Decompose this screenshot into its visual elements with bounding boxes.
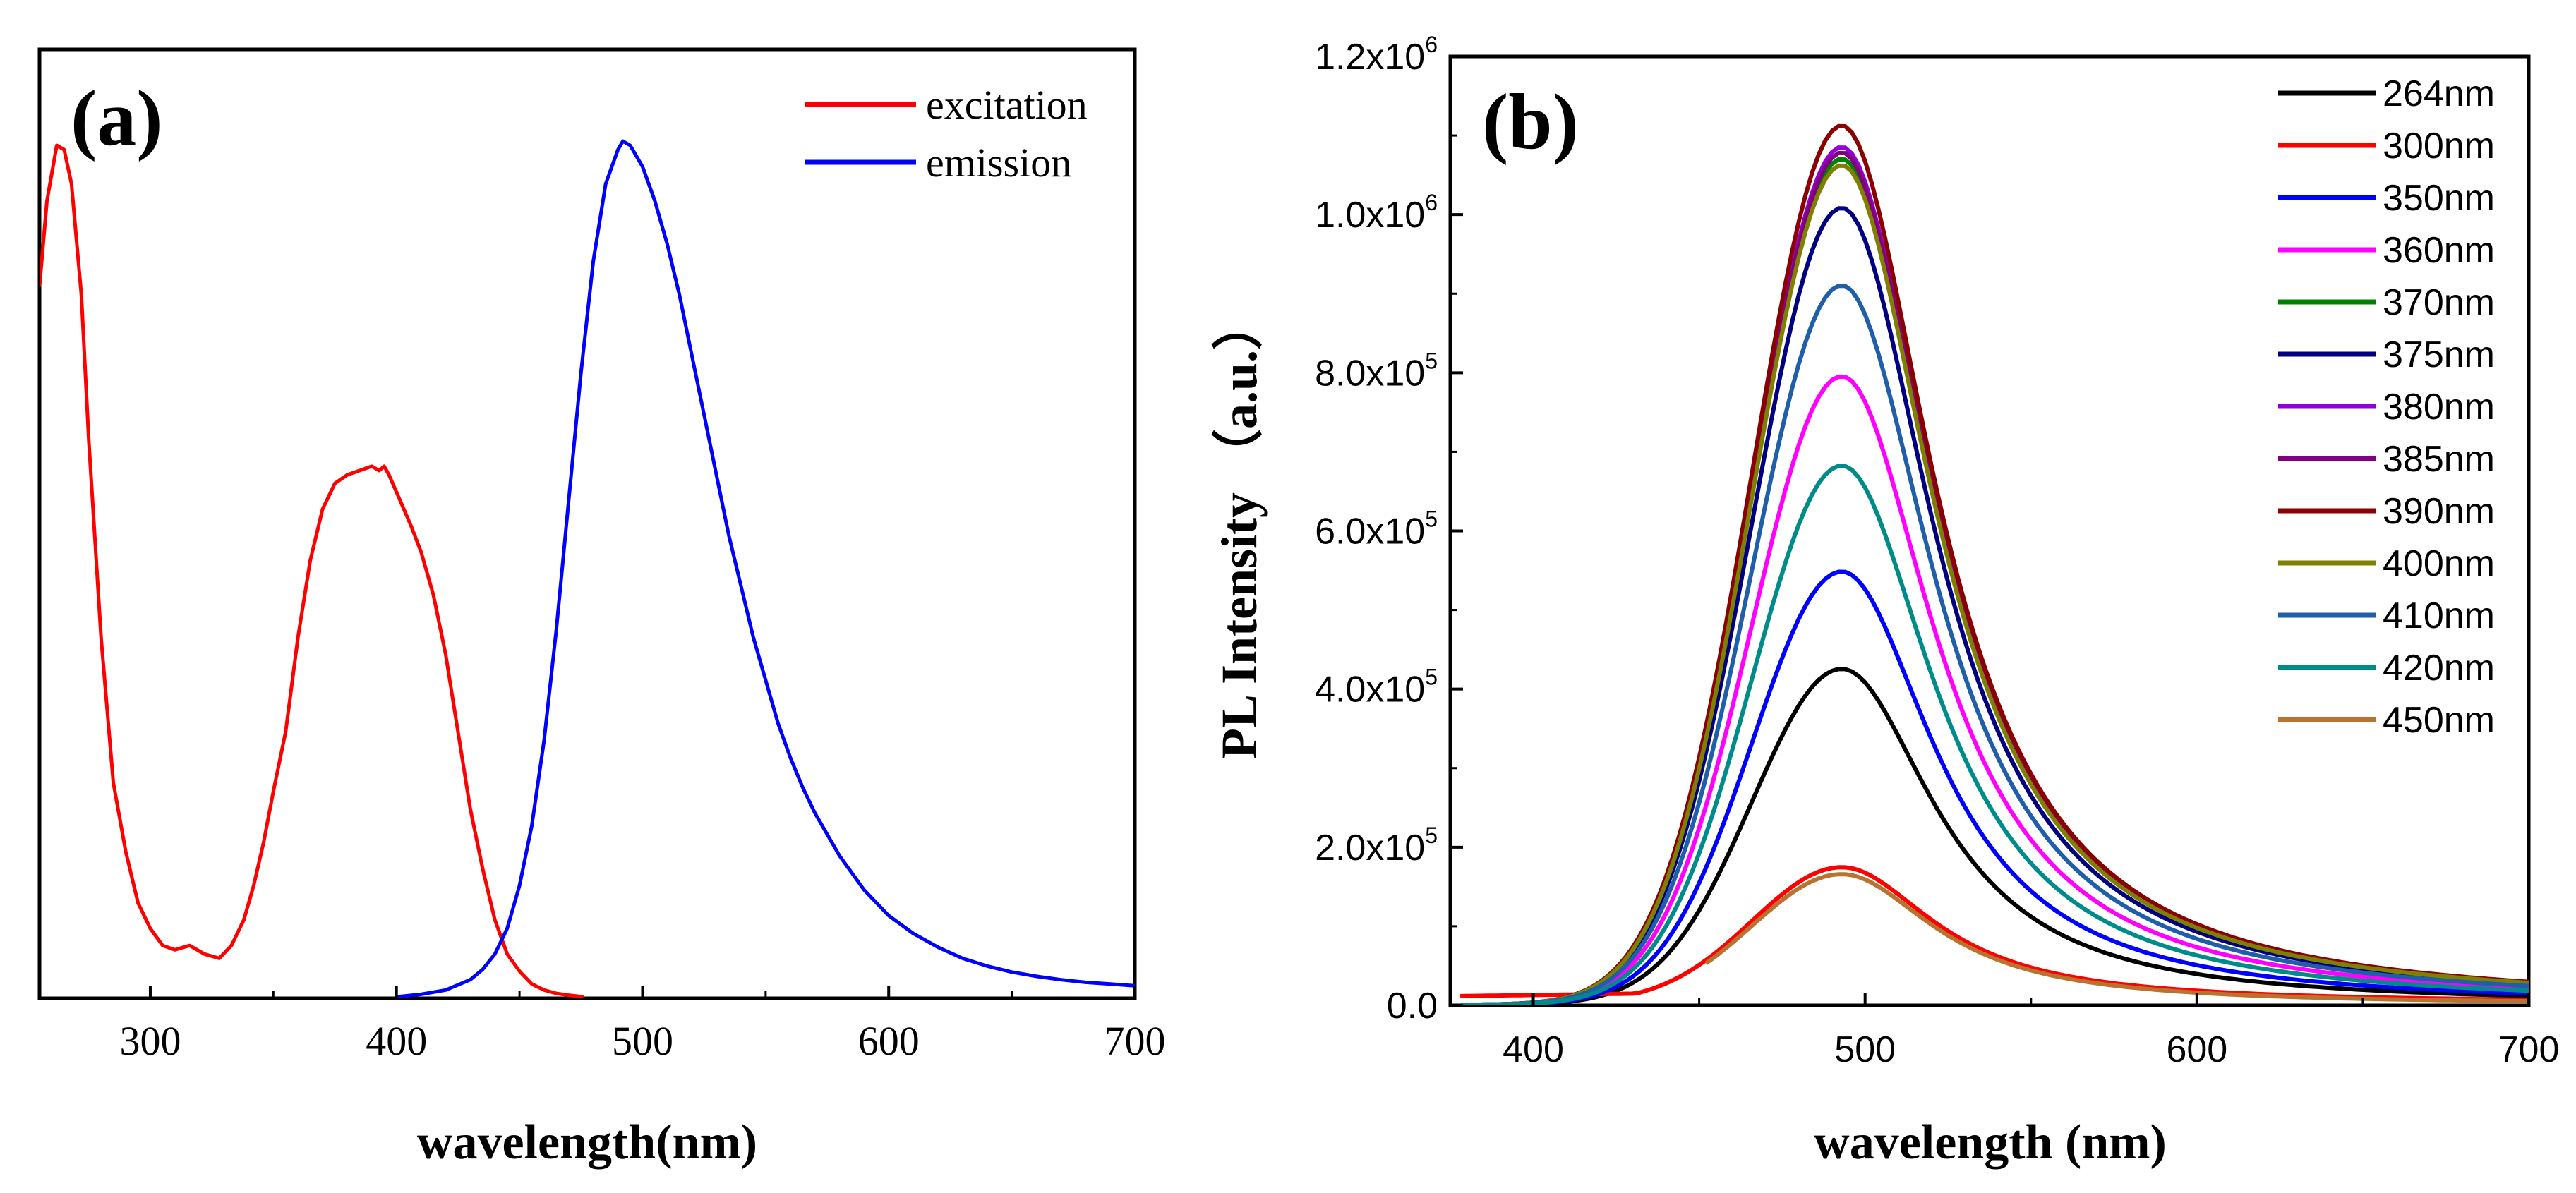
panel-b-legend-label-400nm: 400nm bbox=[2383, 543, 2495, 584]
panel-b-series-420nm bbox=[1460, 464, 2529, 1005]
panel-a-legend-label-emission: emission bbox=[926, 140, 1071, 186]
panel-b-x-axis: 400 500 600 700 bbox=[1503, 993, 2559, 1070]
panel-b-legend-label-390nm: 390nm bbox=[2383, 491, 2495, 532]
panel-a-legend: excitation emission bbox=[805, 82, 1088, 186]
panel-b-y-axis: 0.0 2.0x105 4.0x105 6.0x105 8.0x105 1.0x106 1.… bbox=[1315, 32, 1463, 1027]
panel-b-x-tick-label: 700 bbox=[2498, 1029, 2560, 1070]
panel-a-x-tick-label: 600 bbox=[858, 1018, 920, 1064]
panel-b-y-tick-label: 2.0x105 bbox=[1315, 823, 1438, 868]
panel-b-y-tick-label: 6.0x105 bbox=[1315, 507, 1438, 552]
panel-a-frame bbox=[37, 47, 1137, 1000]
panel-b-legend: 264nm 300nm 350nm 360nm 370nm 375nm 380nm 385nm… bbox=[2278, 73, 2495, 741]
panel-b-y-tick-label: 4.0x105 bbox=[1315, 665, 1438, 710]
panel-a-series-emission bbox=[396, 139, 1135, 998]
panel-b-y-tick-label: 1.0x106 bbox=[1315, 190, 1438, 236]
panel-b-y-axis-title: PL Intensity （a.u.） bbox=[1211, 299, 1268, 759]
panel-b-legend-label-380nm: 380nm bbox=[2383, 387, 2495, 428]
panel-b-series-450nm bbox=[1704, 872, 2529, 1004]
panel-b-series-400nm bbox=[1460, 163, 2529, 1005]
panel-b-series-360nm bbox=[1460, 374, 2529, 1005]
panel-b-y-tick-label: 8.0x105 bbox=[1315, 348, 1438, 394]
panel-a-legend-label-excitation: excitation bbox=[926, 82, 1088, 128]
panel-a-x-tick-label: 400 bbox=[366, 1018, 427, 1064]
panel-a-label: (a) bbox=[71, 75, 163, 162]
panel-b-legend-label-420nm: 420nm bbox=[2383, 648, 2495, 689]
panel-a: 300 400 500 600 700 (a) excitation emission w… bbox=[37, 47, 1166, 1170]
panel-b-x-tick-label: 600 bbox=[2166, 1029, 2227, 1070]
panel-b-legend-label-360nm: 360nm bbox=[2383, 230, 2495, 271]
panel-b-legend-label-370nm: 370nm bbox=[2383, 282, 2495, 323]
panel-b-label: (b) bbox=[1482, 78, 1579, 166]
panel-b-x-tick-label: 500 bbox=[1834, 1029, 1896, 1070]
panel-b-series-350nm bbox=[1460, 569, 2529, 1005]
panel-a-x-tick-label: 300 bbox=[119, 1018, 181, 1064]
panel-b-legend-label-450nm: 450nm bbox=[2383, 700, 2495, 741]
panel-b: 400 500 600 700 0.0 2.0x105 4.0x105 6.0x105 8.0… bbox=[1211, 32, 2559, 1170]
panel-b-series-370nm bbox=[1460, 157, 2529, 1005]
panel-b-x-axis-title: wavelength (nm) bbox=[1814, 1115, 2167, 1170]
panel-a-series-excitation bbox=[40, 143, 584, 998]
panel-b-legend-label-385nm: 385nm bbox=[2383, 439, 2495, 480]
panel-b-plot-area bbox=[1460, 123, 2529, 1005]
panel-b-x-tick-label: 400 bbox=[1503, 1029, 1564, 1070]
panel-b-series-410nm bbox=[1460, 284, 2529, 1005]
panel-b-y-tick-label: 0.0 bbox=[1387, 986, 1438, 1027]
panel-b-y-tick-label: 1.2x106 bbox=[1315, 32, 1438, 78]
panel-b-legend-label-350nm: 350nm bbox=[2383, 178, 2495, 219]
panel-b-series-385nm bbox=[1460, 150, 2529, 1005]
panel-b-legend-label-264nm: 264nm bbox=[2383, 73, 2495, 114]
panel-a-x-axis: 300 400 500 600 700 bbox=[119, 986, 1166, 1064]
panel-a-plot-area bbox=[40, 139, 1135, 998]
panel-b-series-264nm bbox=[1460, 667, 2529, 1005]
panel-a-x-tick-label: 700 bbox=[1105, 1018, 1166, 1064]
panel-a-x-tick-label: 500 bbox=[612, 1018, 673, 1064]
panel-b-legend-label-410nm: 410nm bbox=[2383, 595, 2495, 636]
panel-a-x-axis-title: wavelength(nm) bbox=[417, 1115, 757, 1170]
panel-b-legend-label-375nm: 375nm bbox=[2383, 334, 2495, 375]
panel-b-series-380nm bbox=[1460, 145, 2529, 1005]
panel-b-legend-label-300nm: 300nm bbox=[2383, 126, 2495, 166]
